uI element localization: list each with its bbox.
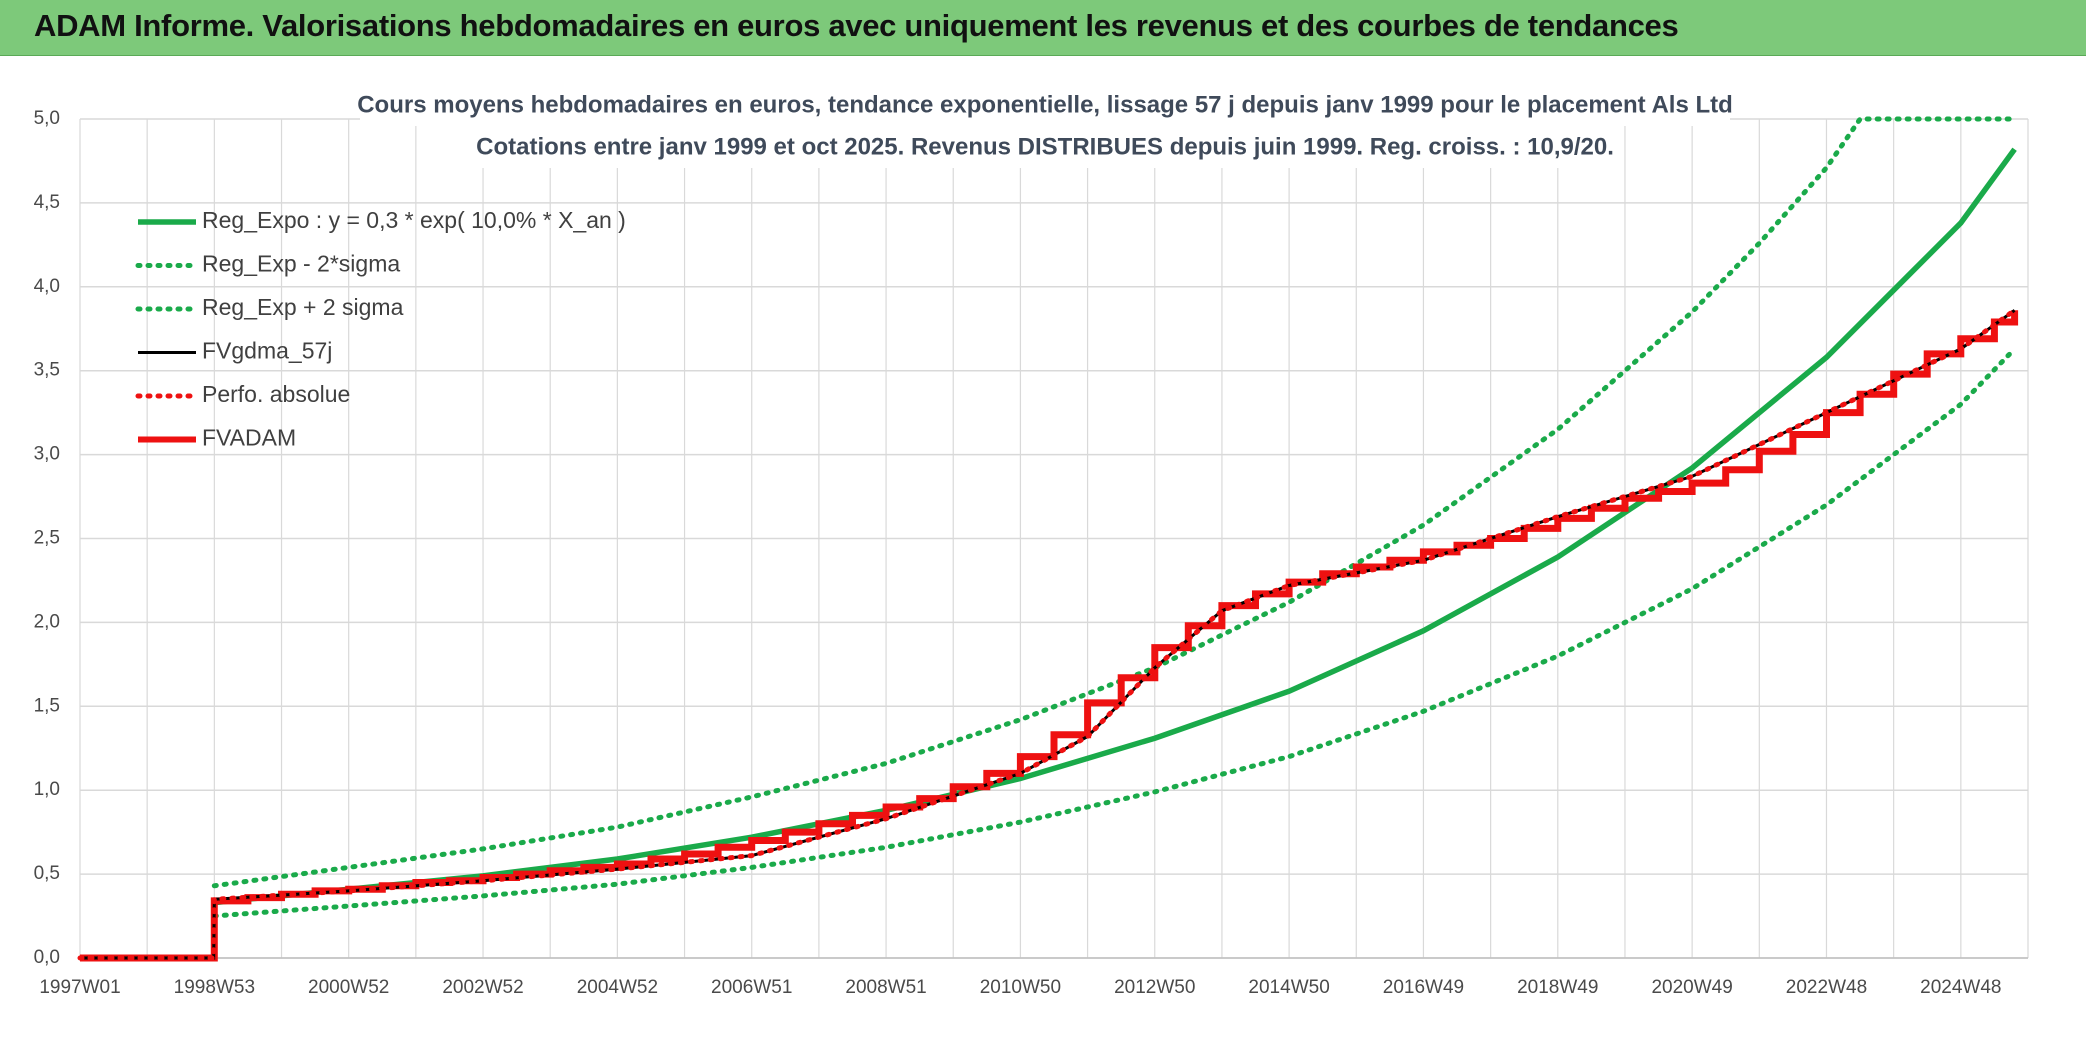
x-tick-label: 2014W50 — [1248, 977, 1329, 998]
y-tick-label: 4,0 — [34, 276, 60, 297]
series-line — [214, 147, 2017, 906]
report-title: ADAM Informe. Valorisations hebdomadaire… — [34, 8, 1679, 43]
series-line — [211, 116, 2018, 889]
chart-title-block: Cours moyens hebdomadaires en euros, ten… — [357, 86, 1733, 168]
x-tick-label: 2010W50 — [980, 977, 1061, 998]
x-tick-label: 2002W52 — [442, 977, 523, 998]
y-tick-label: 0,5 — [34, 863, 60, 884]
y-tick-label: 1,5 — [34, 695, 60, 716]
legend-label: FVADAM — [202, 425, 296, 451]
y-tick-label: 2,0 — [34, 611, 60, 632]
y-tick-label: 0,0 — [34, 947, 60, 968]
x-tick-label: 2022W48 — [1786, 977, 1867, 998]
x-tick-label: 2012W50 — [1114, 977, 1195, 998]
chart-title-bg — [360, 86, 1730, 126]
legend-label: Reg_Exp + 2 sigma — [202, 294, 404, 320]
y-tick-label: 2,5 — [34, 528, 60, 549]
chart-subtitle: Cotations entre janv 1999 et oct 2025. R… — [476, 133, 1614, 160]
legend-label: Perfo. absolue — [202, 381, 350, 407]
x-tick-label: 2020W49 — [1651, 977, 1732, 998]
series-layer — [77, 116, 2019, 962]
x-tick-label: 2004W52 — [577, 977, 658, 998]
legend-label: FVgdma_57j — [202, 338, 332, 364]
y-tick-label: 1,0 — [34, 779, 60, 800]
report-header: ADAM Informe. Valorisations hebdomadaire… — [0, 0, 2086, 56]
legend-label: Reg_Expo : y = 0,3 * exp( 10,0% * X_an ) — [202, 207, 626, 233]
y-tick-label: 4,5 — [34, 192, 60, 213]
x-tick-label: 2024W48 — [1920, 977, 2001, 998]
axis-layer: 0,0 0,5 1,0 1,5 2,0 2,5 3,0 3,5 4,0 4,5 5,0 1997W01… — [34, 108, 2028, 998]
y-tick-label: 3,5 — [34, 360, 60, 381]
x-tick-label: 2006W51 — [711, 977, 792, 998]
x-tick-label: 2018W49 — [1517, 977, 1598, 998]
legend-label: Reg_Exp - 2*sigma — [202, 251, 400, 277]
x-tick-label: 2016W49 — [1383, 977, 1464, 998]
legend: Reg_Expo : y = 0,3 * exp( 10,0% * X_an )… — [135, 207, 626, 451]
chart-area: 0,0 0,5 1,0 1,5 2,0 2,5 3,0 3,5 4,0 4,5 5,0 1997W01… — [0, 56, 2086, 1037]
chart-subtitle-bg — [470, 126, 1620, 168]
y-tick-label: 3,0 — [34, 444, 60, 465]
x-tick-label: 1998W53 — [174, 977, 255, 998]
chart-title: Cours moyens hebdomadaires en euros, ten… — [357, 91, 1733, 118]
x-tick-label: 2000W52 — [308, 977, 389, 998]
series-line — [77, 307, 2018, 961]
x-tick-label: 1997W01 — [39, 977, 120, 998]
x-tick-label: 2008W51 — [845, 977, 926, 998]
series-line — [211, 346, 2018, 919]
y-tick-label: 5,0 — [34, 108, 60, 129]
